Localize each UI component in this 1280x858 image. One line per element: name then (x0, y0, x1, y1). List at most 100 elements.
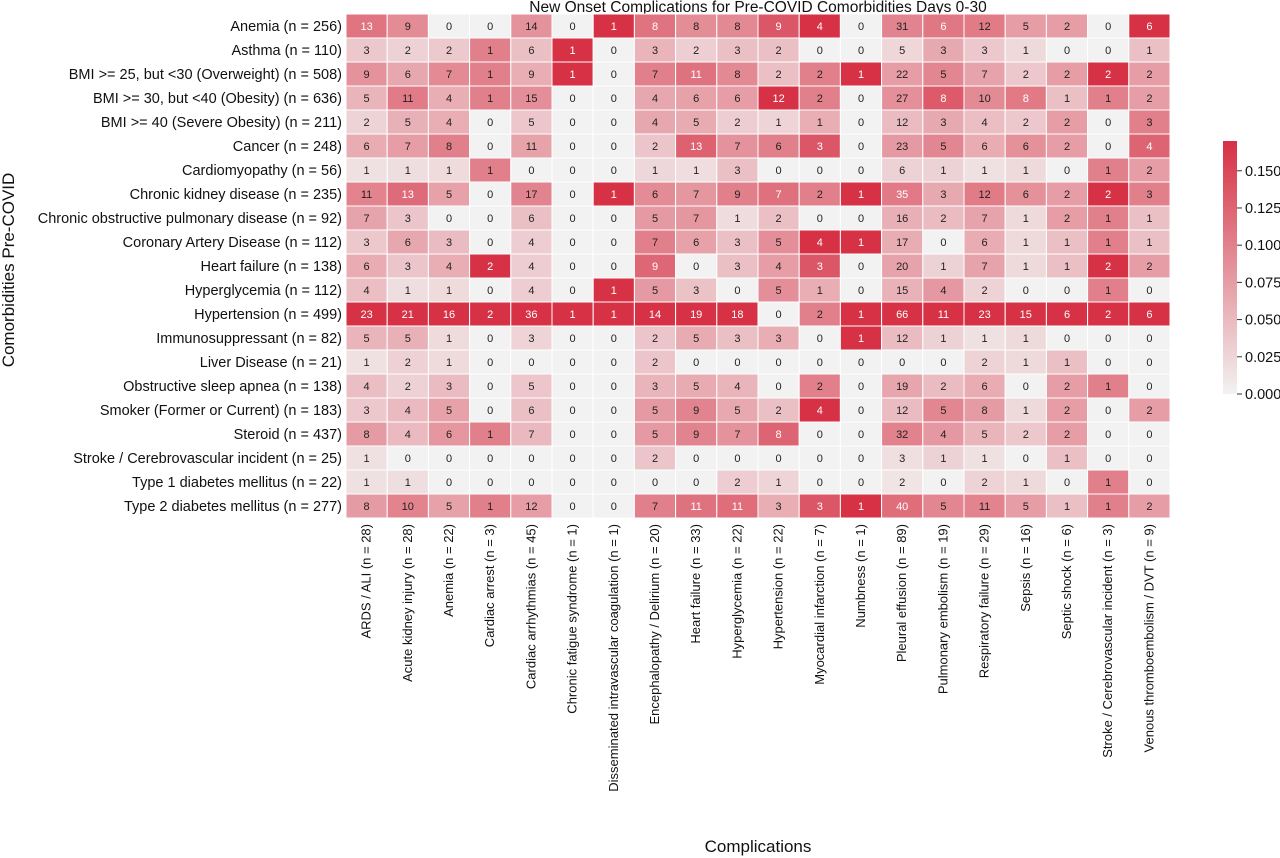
cell-value-label: 0 (570, 141, 576, 153)
cell-value-label: 15 (896, 285, 908, 297)
cell-value-label: 1 (1105, 237, 1111, 249)
cell-value-label: 1 (446, 285, 452, 297)
cell-value-label: 0 (611, 45, 617, 57)
cell-value-label: 2 (1064, 213, 1070, 225)
row-label: Coronary Artery Disease (n = 112) (123, 235, 342, 251)
heatmap-cell (1045, 229, 1089, 255)
cell-value-label: 0 (528, 165, 534, 177)
cell-value-label: 0 (776, 357, 782, 369)
cell-value-label: 4 (652, 117, 658, 129)
cell-value-label: 6 (405, 237, 411, 249)
heatmap-cell (757, 277, 800, 303)
cell-value-label: 2 (652, 357, 658, 369)
heatmap-cell (922, 421, 965, 447)
heatmap-cell (592, 13, 635, 39)
heatmap-cell (922, 109, 965, 135)
cell-value-label: 2 (817, 381, 823, 393)
cell-value-label: 1 (1105, 381, 1111, 393)
heatmap-cell (345, 373, 388, 399)
cell-value-label: 0 (776, 453, 782, 465)
cell-value-label: 3 (776, 501, 782, 513)
cell-value-label: 5 (1023, 21, 1029, 33)
cell-value-label: 0 (611, 237, 617, 249)
cell-value-label: 21 (402, 309, 414, 321)
heatmap-cell (757, 13, 800, 39)
cell-value-label: 0 (858, 261, 864, 273)
cell-value-label: 3 (899, 453, 905, 465)
heatmap-cell (633, 229, 677, 255)
cell-value-label: 0 (611, 165, 617, 177)
cell-value-label: 1 (940, 453, 946, 465)
cell-value-label: 0 (570, 93, 576, 105)
cell-value-label: 2 (776, 45, 782, 57)
heatmap-cell (1128, 13, 1171, 39)
cell-value-label: 1 (858, 501, 864, 513)
cell-value-label: 2 (1064, 189, 1070, 201)
cell-value-label: 4 (776, 261, 782, 273)
cell-value-label: 5 (528, 117, 534, 129)
column-label: Hypertension (n = 22) (771, 524, 786, 649)
heatmap-cell (716, 349, 759, 375)
cell-value-label: 6 (528, 213, 534, 225)
heatmap-cell (1004, 373, 1047, 399)
cell-value-label: 1 (1064, 453, 1070, 465)
cell-value-label: 5 (364, 93, 370, 105)
cell-value-label: 0 (1023, 453, 1029, 465)
cell-value-label: 10 (402, 501, 414, 513)
cell-value-label: 0 (528, 477, 534, 489)
heatmap-cell (1004, 109, 1047, 135)
cell-value-label: 1 (1023, 333, 1029, 345)
cell-value-label: 0 (817, 357, 823, 369)
cell-value-label: 0 (1146, 477, 1152, 489)
heatmap-cell (345, 229, 388, 255)
cell-value-label: 0 (1105, 453, 1111, 465)
heatmap-cell (1128, 205, 1171, 231)
heatmap-cell (757, 493, 800, 519)
heatmap-cell (716, 157, 759, 183)
cell-value-label: 11 (361, 189, 372, 201)
heatmap-cell (386, 469, 429, 495)
heatmap-cell (427, 349, 471, 375)
cell-value-label: 2 (1105, 309, 1111, 321)
cell-value-label: 1 (652, 165, 658, 177)
column-labels: ARDS / ALI (n = 28) Acute kidney injury (… (359, 524, 1157, 792)
cell-value-label: 2 (1064, 69, 1070, 81)
column-label: Chronic fatigue syndrome (n = 1) (565, 524, 580, 714)
heatmap-cell (427, 325, 471, 351)
cell-value-label: 5 (940, 69, 946, 81)
cell-value-label: 0 (817, 453, 823, 465)
cell-value-label: 0 (858, 357, 864, 369)
heatmap-cell (1087, 133, 1130, 159)
cell-value-label: 1 (405, 285, 411, 297)
cell-value-label: 1 (940, 333, 946, 345)
cell-value-label: 6 (734, 93, 740, 105)
heatmap-cell (716, 205, 759, 231)
row-label: Immunosuppressant (n = 82) (156, 331, 342, 347)
heatmap-cell (345, 61, 388, 87)
heatmap-cell (922, 181, 965, 207)
cell-value-label: 4 (817, 21, 823, 33)
heatmap-cell (633, 301, 677, 327)
cell-value-label: 11 (690, 69, 701, 81)
heatmap-cell (469, 493, 512, 519)
heatmap-cell (922, 493, 965, 519)
heatmap-cell (1087, 445, 1130, 471)
heatmap-cell (839, 85, 883, 111)
cell-value-label: 7 (652, 237, 658, 249)
heatmap-cell (510, 493, 553, 519)
heatmap-cell (675, 493, 718, 519)
cell-value-label: 3 (405, 213, 411, 225)
cell-value-label: 4 (817, 405, 823, 417)
row-label: BMI >= 40 (Severe Obesity) (n = 211) (101, 115, 342, 131)
cell-value-label: 9 (405, 21, 411, 33)
cell-value-label: 2 (1064, 141, 1070, 153)
cell-value-label: 7 (405, 141, 411, 153)
heatmap-cell (469, 157, 512, 183)
heatmap-cell (757, 229, 800, 255)
cell-value-label: 1 (446, 165, 452, 177)
column-label: Cardiac arrhythmias (n = 45) (523, 524, 538, 689)
heatmap-cell (922, 229, 965, 255)
cell-value-label: 1 (776, 117, 782, 129)
heatmap-cell (1045, 349, 1089, 375)
